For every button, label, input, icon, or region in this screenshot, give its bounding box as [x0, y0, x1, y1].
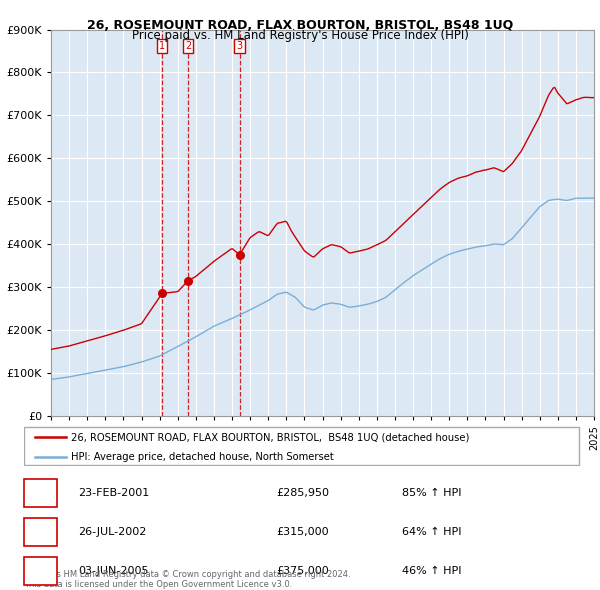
Text: 1: 1	[159, 41, 165, 51]
Text: Contains HM Land Registry data © Crown copyright and database right 2024.
This d: Contains HM Land Registry data © Crown c…	[24, 570, 350, 589]
FancyBboxPatch shape	[24, 427, 579, 466]
Text: Price paid vs. HM Land Registry's House Price Index (HPI): Price paid vs. HM Land Registry's House …	[131, 30, 469, 42]
Text: 3: 3	[37, 566, 44, 575]
Text: 64% ↑ HPI: 64% ↑ HPI	[402, 527, 461, 536]
Text: £285,950: £285,950	[276, 488, 329, 497]
Text: 26, ROSEMOUNT ROAD, FLAX BOURTON, BRISTOL,  BS48 1UQ (detached house): 26, ROSEMOUNT ROAD, FLAX BOURTON, BRISTO…	[71, 432, 470, 442]
Text: 23-FEB-2001: 23-FEB-2001	[78, 488, 149, 497]
Text: 46% ↑ HPI: 46% ↑ HPI	[402, 566, 461, 575]
Text: £375,000: £375,000	[276, 566, 329, 575]
Text: 03-JUN-2005: 03-JUN-2005	[78, 566, 149, 575]
Text: 2: 2	[37, 527, 44, 536]
Text: 3: 3	[236, 41, 242, 51]
Text: 85% ↑ HPI: 85% ↑ HPI	[402, 488, 461, 497]
Text: 2: 2	[185, 41, 191, 51]
Text: 1: 1	[37, 488, 44, 497]
Text: 26, ROSEMOUNT ROAD, FLAX BOURTON, BRISTOL, BS48 1UQ: 26, ROSEMOUNT ROAD, FLAX BOURTON, BRISTO…	[87, 19, 513, 32]
Text: 26-JUL-2002: 26-JUL-2002	[78, 527, 146, 536]
Text: HPI: Average price, detached house, North Somerset: HPI: Average price, detached house, Nort…	[71, 453, 334, 463]
Text: £315,000: £315,000	[276, 527, 329, 536]
